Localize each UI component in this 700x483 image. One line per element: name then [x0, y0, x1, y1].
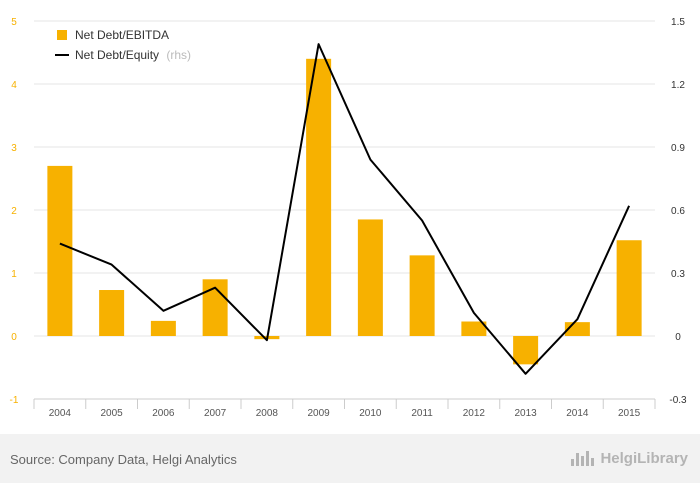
legend-label-line-suffix: (rhs) [166, 48, 191, 62]
right-tick-label: -0.3 [669, 395, 687, 406]
bar-2015[interactable] [616, 240, 642, 336]
left-tick-label: 0 [11, 332, 17, 343]
right-tick-label: 0.3 [671, 269, 685, 280]
helgi-logo-icon [571, 451, 595, 466]
brand-logo[interactable]: HelgiLibrary [570, 449, 688, 467]
footer: Source: Company Data, Helgi Analytics He… [0, 434, 700, 483]
left-tick-label: 5 [11, 17, 17, 28]
left-tick-label: 1 [11, 269, 17, 280]
right-tick-label: 1.5 [671, 17, 685, 28]
legend[interactable]: Net Debt/EBITDA Net Debt/Equity (rhs) [55, 28, 191, 62]
right-tick-label: 0.6 [671, 206, 685, 217]
x-tick-labels: 2004 2005 2006 2007 2008 2009 2010 2011 2012 2013… [49, 408, 641, 419]
legend-label-bar: Net Debt/EBITDA [75, 28, 169, 42]
x-tick-label: 2012 [463, 408, 486, 419]
right-tick-label: 1.2 [671, 80, 685, 91]
line-net-debt-equity[interactable] [59, 43, 631, 375]
bar-2010[interactable] [357, 219, 383, 336]
x-tick-label: 2008 [256, 408, 279, 419]
x-axis [33, 398, 656, 409]
bar-2012[interactable] [461, 321, 487, 336]
bar-2011[interactable] [409, 255, 435, 336]
bar-2013[interactable] [513, 336, 539, 365]
legend-label-line-name: Net Debt/Equity [75, 48, 159, 62]
bar-2006[interactable] [150, 320, 176, 336]
left-tick-label: -1 [10, 395, 19, 406]
x-tick-label: 2013 [515, 408, 538, 419]
brand-name: HelgiLibrary [600, 449, 688, 467]
x-tick-label: 2007 [204, 408, 227, 419]
bar-series [47, 58, 642, 365]
x-tick-label: 2015 [618, 408, 641, 419]
left-tick-label: 4 [11, 80, 17, 91]
grid-lines [34, 20, 655, 337]
right-tick-label: 0.9 [671, 143, 685, 154]
bar-2004[interactable] [47, 165, 73, 336]
left-tick-label: 2 [11, 206, 17, 217]
left-tick-label: 3 [11, 143, 17, 154]
legend-swatch-bar [57, 30, 67, 40]
legend-label-line: Net Debt/Equity (rhs) [75, 48, 191, 62]
x-tick-label: 2004 [49, 408, 72, 419]
bar-2009[interactable] [306, 58, 332, 337]
x-tick-label: 2005 [101, 408, 124, 419]
right-tick-label: 0 [675, 332, 681, 343]
x-tick-label: 2006 [152, 408, 175, 419]
x-tick-label: 2009 [308, 408, 331, 419]
x-tick-label: 2010 [359, 408, 382, 419]
source-note: Source: Company Data, Helgi Analytics [10, 452, 237, 467]
bar-2005[interactable] [99, 290, 125, 336]
line-series [59, 43, 631, 375]
x-tick-label: 2014 [566, 408, 589, 419]
right-y-axis: -0.3 0 0.3 0.6 0.9 1.2 1.5 [669, 17, 687, 406]
left-y-axis: -1 0 1 2 3 4 5 [10, 17, 19, 406]
x-tick-label: 2011 [411, 408, 433, 419]
